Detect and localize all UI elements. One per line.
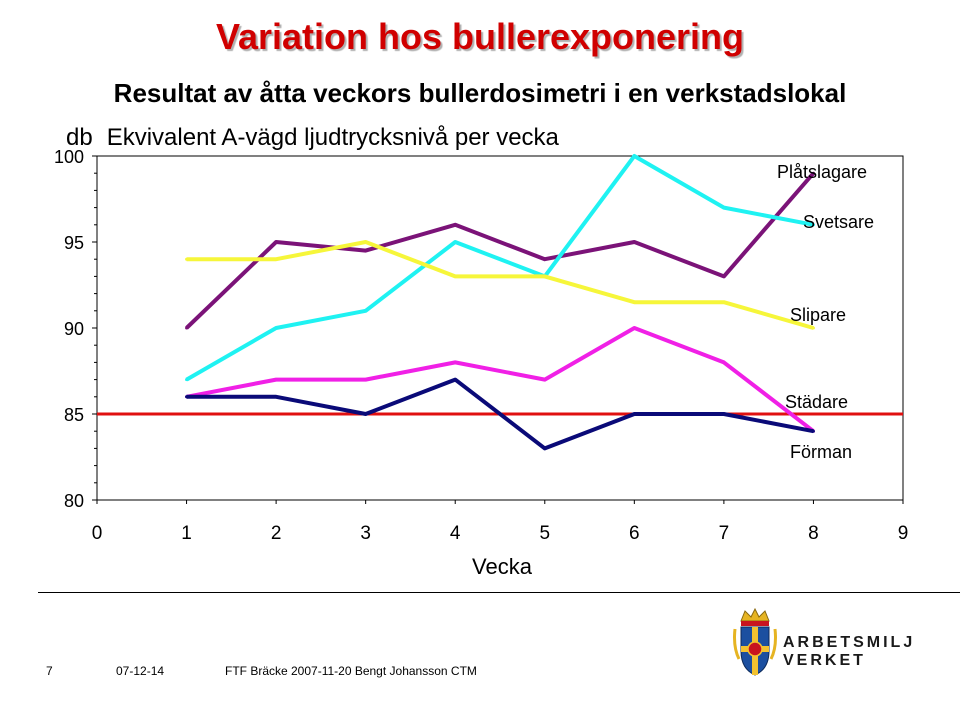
y-axis-unit: db [66,124,93,151]
data-point [274,240,278,244]
data-point [543,446,547,450]
series-line [185,154,814,382]
data-point [722,206,726,210]
data-point [364,309,368,313]
data-point [543,274,547,278]
data-point [274,378,278,382]
y-tick-label: 80 [64,491,84,511]
series-label: Förman [790,442,852,462]
x-tick-label: 0 [92,523,103,544]
page-title: Variation hos bullerexponering [215,16,745,57]
logo-text-line2: VERKET [783,652,866,669]
data-point [453,223,457,227]
y-tick-label: 90 [64,319,84,339]
data-point [811,429,815,433]
data-point [453,378,457,382]
slide-number: 7 [46,664,53,678]
data-point [632,240,636,244]
x-tick-label: 8 [808,523,819,544]
data-point [632,412,636,416]
data-point [632,154,636,158]
logo-text-line1: ARBETSMILJÖ [783,632,914,651]
data-point [364,240,368,244]
data-point [185,326,189,330]
x-tick-label: 1 [181,523,192,544]
data-point [722,300,726,304]
series-line [186,377,814,451]
data-point [364,412,368,416]
x-tick-label: 3 [360,523,371,544]
series-label: Svetsare [803,212,874,232]
y-axis-header: db Ekvivalent A-vägd ljudtrycksnivå per v… [66,124,573,152]
data-point [722,412,726,416]
series-line [186,240,814,330]
data-point [811,326,815,330]
data-point [811,223,815,227]
y-axis-quantity: Ekvivalent A-vägd ljudtrycksnivå per vec… [106,124,559,151]
series-line [185,171,815,330]
footer-divider [38,592,960,593]
y-axis: 80 85 90 95 100 [54,147,97,511]
series-labels: Plåtslagare Svetsare Slipare Städare Förman [777,162,874,462]
data-point [274,326,278,330]
y-tick-label: 95 [64,233,84,253]
footer-date: 07-12-14 [116,664,165,678]
x-tick-label: 9 [898,523,909,544]
data-point [185,395,189,399]
data-point [453,360,457,364]
series-label: Städare [785,392,848,412]
data-point [364,249,368,253]
x-tick-label: 7 [719,523,730,544]
data-point [185,378,189,382]
coat-of-arms-icon: ARBETSMILJÖ VERKET [733,607,928,676]
series-lines [185,154,815,451]
x-tick-label: 5 [539,523,550,544]
data-point [632,300,636,304]
data-point [274,257,278,261]
data-point [274,395,278,399]
arbetsmiljoverket-logo: ARBETSMILJÖ VERKET [733,607,928,679]
data-point [543,257,547,261]
x-tick-label: 2 [271,523,282,544]
x-axis: 0 1 2 3 4 5 6 7 8 9 [92,500,909,544]
y-tick-label: 100 [54,147,84,167]
data-point [364,378,368,382]
x-axis-title: Vecka [472,554,533,579]
data-point [453,240,457,244]
x-tick-label: 4 [450,523,461,544]
data-point [185,257,189,261]
y-tick-label: 85 [64,405,84,425]
series-label: Slipare [790,305,846,325]
footer-source: FTF Bräcke 2007-11-20 Bengt Johansson CT… [225,664,477,678]
data-point [722,274,726,278]
series-label: Plåtslagare [777,162,867,182]
chart-subtitle: Resultat av åtta veckors bullerdosimetri… [113,78,847,108]
x-tick-label: 6 [629,523,640,544]
data-point [453,274,457,278]
data-point [722,360,726,364]
data-point [632,326,636,330]
data-point [543,378,547,382]
data-point [811,171,815,175]
series-line [186,326,815,433]
